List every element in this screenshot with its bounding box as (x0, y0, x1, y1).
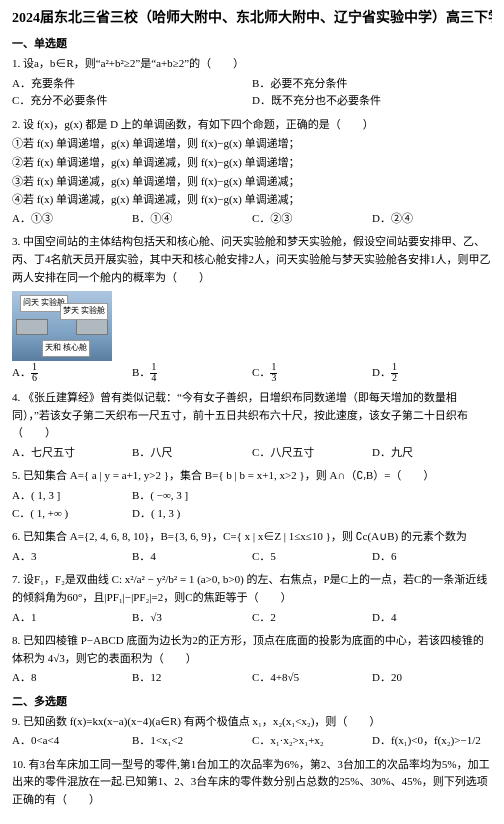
q3-option-d: D．12 (372, 363, 492, 384)
q5-option-c: C．( 1, +∞ ) (12, 506, 132, 524)
q6-option-b: B．4 (132, 549, 252, 567)
q2-option-a: A．①③ (12, 211, 132, 229)
q3-text: 3. 中国空间站的主体结构包括天和核心舱、问天实验舱和梦天实验舱，假设空间站要安… (12, 234, 492, 287)
question-6: 6. 已知集合 A={2, 4, 6, 8, 10}，B={3, 6, 9}，C… (12, 529, 492, 566)
q3-option-b: B．14 (132, 363, 252, 384)
q6-option-c: C．5 (252, 549, 372, 567)
q8-option-c: C．4+8√5 (252, 670, 372, 688)
question-7: 7. 设F₁，F₂是双曲线 C: x²/a² − y²/b² = 1 (a>0,… (12, 572, 492, 627)
q5-text: 5. 已知集合 A={ a | y = a+1, y>2 }，集合 B={ b … (12, 468, 492, 486)
q7-option-d: D．4 (372, 610, 492, 628)
q8-text: 8. 已知四棱锥 P−ABCD 底面为边长为2的正方形，顶点在底面的投影为底面的… (12, 633, 492, 668)
q10-text: 10. 有3台车床加工同一型号的零件,第1台加工的次品率为6%，第2、3台加工的… (12, 757, 492, 810)
q1-option-c: C．充分不必要条件 (12, 93, 252, 111)
q9-option-c: C．x₁·x₂>x₁+x₂ (252, 733, 372, 751)
q5-option-a: A．( 1, 3 ] (12, 488, 132, 506)
q1-text: 1. 设a，b∈R，则“a²+b²≥2”是“a+b≥2”的（ ） (12, 56, 492, 74)
q9-text: 9. 已知函数 f(x)=kx(x−a)(x−4)(a∈R) 有两个极值点 x₁… (12, 714, 492, 732)
page-title: 2024届东北三省三校（哈师大附中、东北师大附中、辽宁省实验中学）高三下学 (12, 8, 492, 30)
q2-text: 2. 设 f(x)，g(x) 都是 D 上的单调函数，有如下四个命题，正确的是（… (12, 117, 492, 135)
q2-option-b: B．①④ (132, 211, 252, 229)
q3-option-c: C．13 (252, 363, 372, 384)
section-2-heading: 二、多选题 (12, 694, 492, 712)
q7-option-b: B．√3 (132, 610, 252, 628)
q1-option-a: A．充要条件 (12, 76, 252, 94)
q9-option-a: A．0<a<4 (12, 733, 132, 751)
q4-option-b: B．八尺 (132, 445, 252, 463)
q8-option-b: B．12 (132, 670, 252, 688)
q5-option-b: B．( −∞, 3 ] (132, 488, 252, 506)
q2-sub1: ①若 f(x) 单调递增，g(x) 单调递增，则 f(x)−g(x) 单调递增； (12, 136, 492, 154)
q4-option-a: A．七尺五寸 (12, 445, 132, 463)
q9-option-d: D．f(x₁)<0，f(x₂)>−1/2 (372, 733, 492, 751)
figure-label-tianhe: 天和 核心舱 (42, 340, 90, 357)
q6-option-a: A．3 (12, 549, 132, 567)
q7-text: 7. 设F₁，F₂是双曲线 C: x²/a² − y²/b² = 1 (a>0,… (12, 572, 492, 607)
q4-option-c: C．八尺五寸 (252, 445, 372, 463)
figure-label-mengtian: 梦天 实验舱 (60, 303, 108, 320)
q2-option-d: D．②④ (372, 211, 492, 229)
question-8: 8. 已知四棱锥 P−ABCD 底面为边长为2的正方形，顶点在底面的投影为底面的… (12, 633, 492, 688)
q7-option-a: A．1 (12, 610, 132, 628)
question-9: 9. 已知函数 f(x)=kx(x−a)(x−4)(a∈R) 有两个极值点 x₁… (12, 714, 492, 751)
q2-sub3: ③若 f(x) 单调递减，g(x) 单调递增，则 f(x)−g(x) 单调递减； (12, 174, 492, 192)
q4-text: 4. 《张丘建算经》曾有类似记载：“今有女子善织，日增织布同数递增（即每天增加的… (12, 390, 492, 443)
q9-option-b: B．1<x₁<2 (132, 733, 252, 751)
q2-option-c: C．②③ (252, 211, 372, 229)
section-1-heading: 一、单选题 (12, 36, 492, 54)
q1-option-d: D．既不充分也不必要条件 (252, 93, 492, 111)
q4-option-d: D．九尺 (372, 445, 492, 463)
q2-sub4: ④若 f(x) 单调递减，g(x) 单调递减，则 f(x)−g(x) 单调递减； (12, 192, 492, 210)
q6-text: 6. 已知集合 A={2, 4, 6, 8, 10}，B={3, 6, 9}，C… (12, 529, 492, 547)
question-4: 4. 《张丘建算经》曾有类似记载：“今有女子善织，日增织布同数递增（即每天增加的… (12, 390, 492, 462)
space-station-figure: 问天 实验舱 梦天 实验舱 天和 核心舱 (12, 291, 112, 361)
q3-option-a: A．16 (12, 363, 132, 384)
question-2: 2. 设 f(x)，g(x) 都是 D 上的单调函数，有如下四个命题，正确的是（… (12, 117, 492, 229)
q1-option-b: B．必要不充分条件 (252, 76, 492, 94)
question-10: 10. 有3台车床加工同一型号的零件,第1台加工的次品率为6%，第2、3台加工的… (12, 757, 492, 810)
q6-option-d: D．6 (372, 549, 492, 567)
q5-option-d: D．( 1, 3 ) (132, 506, 252, 524)
q2-sub2: ②若 f(x) 单调递增，g(x) 单调递减，则 f(x)−g(x) 单调递增； (12, 155, 492, 173)
question-1: 1. 设a，b∈R，则“a²+b²≥2”是“a+b≥2”的（ ） A．充要条件 … (12, 56, 492, 111)
q7-option-c: C．2 (252, 610, 372, 628)
question-3: 3. 中国空间站的主体结构包括天和核心舱、问天实验舱和梦天实验舱，假设空间站要安… (12, 234, 492, 384)
question-5: 5. 已知集合 A={ a | y = a+1, y>2 }，集合 B={ b … (12, 468, 492, 523)
q8-option-a: A．8 (12, 670, 132, 688)
q8-option-d: D．20 (372, 670, 492, 688)
